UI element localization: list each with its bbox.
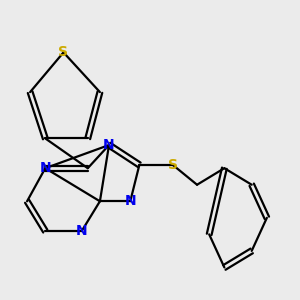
Text: S: S: [168, 158, 178, 172]
Text: N: N: [103, 138, 115, 152]
Text: N: N: [124, 194, 136, 208]
Text: N: N: [76, 224, 88, 238]
Text: S: S: [58, 45, 68, 59]
Text: N: N: [40, 161, 51, 175]
